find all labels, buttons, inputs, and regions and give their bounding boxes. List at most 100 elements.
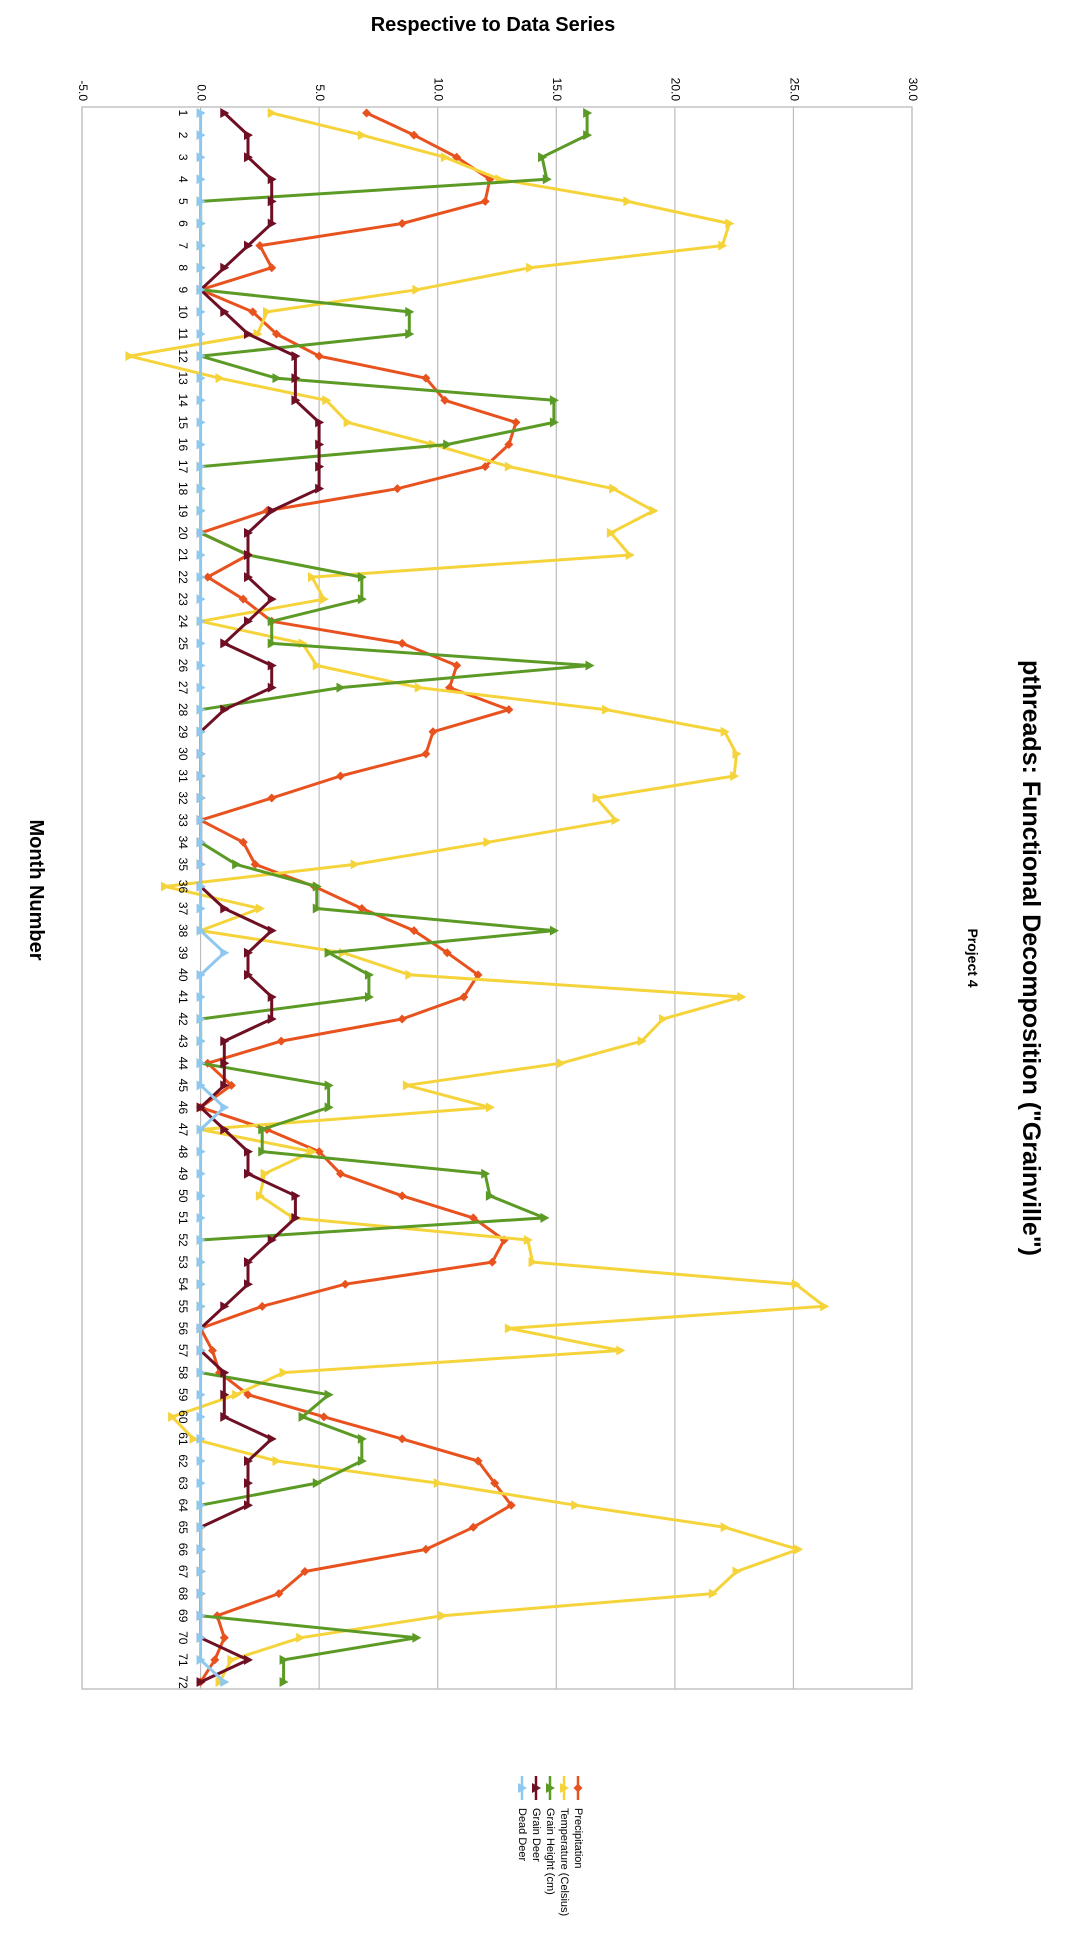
month-tick-label: 15 <box>176 416 190 430</box>
data-point-precipitation <box>409 130 419 140</box>
data-point-precipitation <box>473 970 483 980</box>
data-point-precipitation <box>392 484 402 494</box>
data-point-precipitation <box>238 837 248 847</box>
data-point-grain-deer <box>267 991 277 1002</box>
data-point-temperature-celsius <box>350 859 360 870</box>
month-tick-label: 8 <box>176 264 190 271</box>
data-point-precipitation <box>248 307 258 317</box>
data-point-temperature-celsius <box>659 1014 668 1025</box>
data-point-dead-deer <box>196 1080 206 1091</box>
data-point-dead-deer <box>196 1456 206 1467</box>
month-tick-label: 4 <box>176 176 190 183</box>
data-point-grain-deer <box>244 152 253 163</box>
data-point-temperature-celsius <box>504 1323 514 1334</box>
data-point-dead-deer <box>196 682 206 693</box>
data-point-temperature-celsius <box>820 1301 830 1312</box>
legend-label-dead-deer: Dead Deer <box>516 1808 528 1862</box>
data-point-temperature-celsius <box>189 1433 199 1444</box>
data-point-temperature-celsius <box>279 1367 289 1378</box>
series-group <box>125 108 830 1687</box>
data-point-temperature-celsius <box>720 1522 730 1533</box>
data-point-precipitation <box>267 263 277 273</box>
data-point-grain-height-cm <box>405 328 415 339</box>
data-point-precipitation <box>226 1080 236 1090</box>
month-tick-label: 61 <box>176 1432 190 1446</box>
data-point-temperature-celsius <box>438 1610 448 1621</box>
data-point-dead-deer <box>196 152 206 163</box>
data-point-temperature-celsius <box>571 1500 581 1511</box>
data-point-dead-deer <box>196 306 206 317</box>
data-point-dead-deer <box>196 373 206 384</box>
data-point-dead-deer <box>196 1544 206 1555</box>
data-point-temperature-celsius <box>523 1235 533 1246</box>
month-tick-label: 41 <box>176 990 190 1004</box>
data-point-grain-height-cm <box>272 373 282 384</box>
data-point-dead-deer <box>196 240 206 251</box>
data-point-grain-height-cm <box>549 395 559 406</box>
data-point-dead-deer <box>196 174 206 185</box>
data-point-precipitation <box>276 1036 286 1046</box>
data-point-dead-deer <box>196 594 206 605</box>
month-tick-label: 45 <box>176 1079 190 1093</box>
series-precipitation <box>196 108 521 1687</box>
month-tick-label: 34 <box>176 836 190 850</box>
data-point-dead-deer <box>196 196 206 207</box>
data-point-grain-deer <box>267 1014 277 1025</box>
data-point-dead-deer <box>196 483 206 494</box>
data-point-grain-deer <box>196 1677 206 1687</box>
month-tick-label: 46 <box>176 1101 190 1115</box>
data-point-grain-deer <box>220 1389 230 1400</box>
data-point-grain-deer <box>315 461 325 472</box>
month-tick-label: 62 <box>176 1454 190 1468</box>
data-point-temperature-celsius <box>737 991 747 1002</box>
data-point-temperature-celsius <box>592 793 602 804</box>
data-point-precipitation <box>210 1655 220 1665</box>
data-point-precipitation <box>274 1589 284 1599</box>
month-tick-label: 44 <box>176 1057 190 1071</box>
data-point-dead-deer <box>196 1478 206 1489</box>
data-point-precipitation <box>397 1434 407 1444</box>
data-point-precipitation <box>397 218 407 228</box>
data-point-grain-height-cm <box>324 1389 334 1400</box>
data-point-dead-deer <box>196 395 206 406</box>
data-point-dead-deer <box>196 527 206 538</box>
data-point-grain-height-cm <box>357 1456 367 1467</box>
data-point-grain-deer <box>220 1367 230 1378</box>
series-line-grain-deer <box>199 111 321 1684</box>
data-point-grain-height-cm <box>298 1411 308 1422</box>
data-point-temperature-celsius <box>260 1168 270 1179</box>
data-point-temperature-celsius <box>215 1677 225 1687</box>
month-tick-label: 30 <box>176 747 190 761</box>
data-point-dead-deer <box>196 1301 206 1312</box>
tick-labels: -5.0 0.0 5.0 10.0 15.0 20.0 25.0 30.01234567891… <box>76 78 920 1689</box>
data-point-precipitation <box>362 108 372 118</box>
series-dead-deer <box>196 108 230 1687</box>
legend-label-grain-deer: Grain Deer <box>530 1808 542 1862</box>
month-tick-label: 71 <box>176 1653 190 1667</box>
data-point-precipitation <box>219 1633 229 1643</box>
data-point-grain-deer <box>244 1654 253 1665</box>
month-tick-label: 9 <box>176 286 190 293</box>
data-point-grain-height-cm <box>364 969 374 980</box>
month-tick-label: 1 <box>176 110 190 117</box>
data-point-precipitation <box>459 992 469 1002</box>
data-point-precipitation <box>440 395 450 405</box>
month-tick-label: 19 <box>176 504 190 518</box>
legend-label-precipitation: Precipitation <box>572 1808 584 1869</box>
data-point-grain-deer <box>220 704 230 715</box>
data-point-grain-deer <box>220 1411 230 1422</box>
data-point-dead-deer <box>196 1014 206 1025</box>
data-point-precipitation <box>511 417 521 427</box>
chart-title: pthreads: Functional Decomposition ("Gra… <box>1017 660 1045 1256</box>
data-point-precipitation <box>335 771 345 781</box>
data-point-dead-deer <box>196 328 206 339</box>
value-tick-label: 10.0 <box>432 78 446 102</box>
data-point-temperature-celsius <box>405 969 415 980</box>
data-point-precipitation <box>490 1478 500 1488</box>
data-point-grain-deer <box>244 328 253 339</box>
data-point-grain-height-cm <box>485 1190 495 1201</box>
data-point-temperature-celsius <box>440 152 450 163</box>
data-point-grain-deer <box>267 218 277 229</box>
month-tick-label: 3 <box>176 154 190 161</box>
data-point-grain-deer <box>267 682 277 693</box>
